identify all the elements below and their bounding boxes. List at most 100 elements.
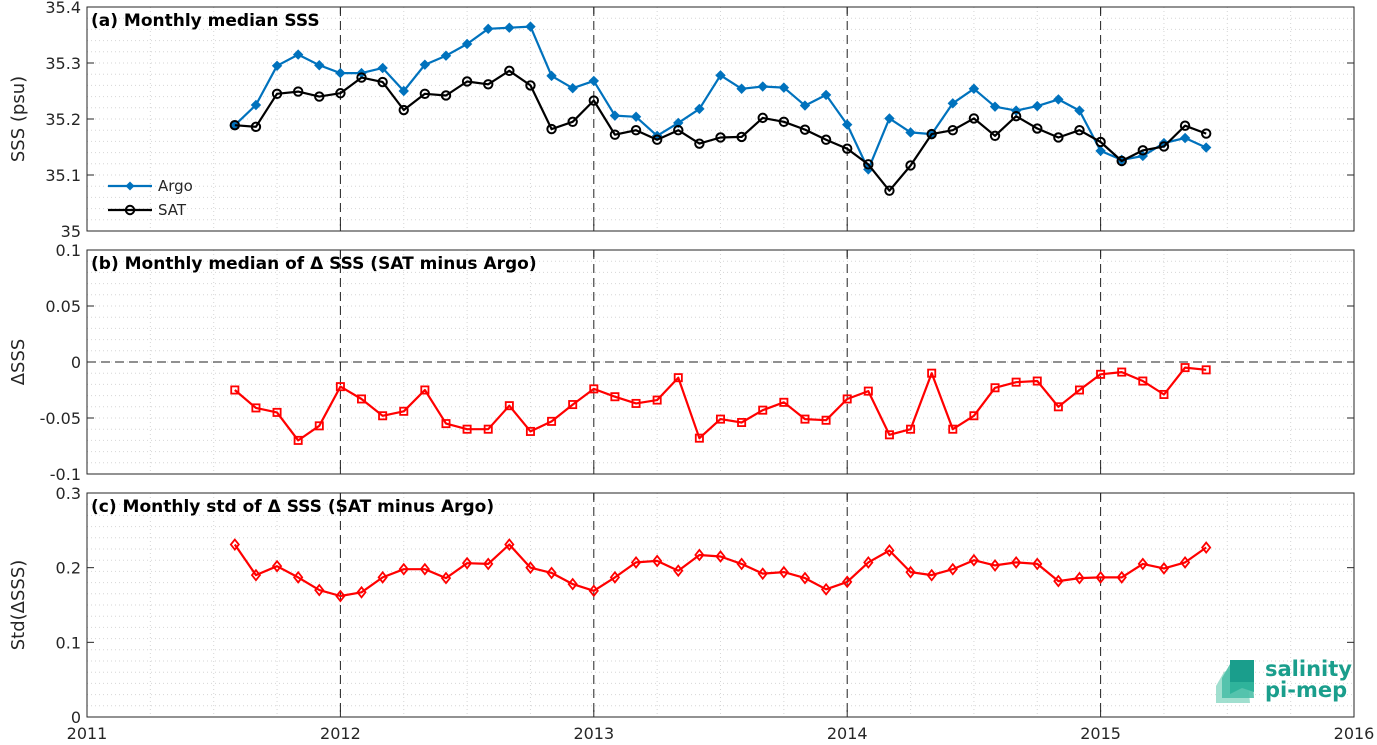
legend-marker bbox=[125, 181, 135, 191]
data-point bbox=[1053, 132, 1064, 143]
data-point bbox=[799, 100, 811, 111]
data-point bbox=[440, 50, 452, 61]
data-point bbox=[504, 22, 515, 33]
data-point bbox=[251, 403, 261, 413]
data-point bbox=[398, 104, 409, 116]
data-point bbox=[1074, 125, 1085, 136]
data-point bbox=[842, 575, 853, 589]
panel-title: (c) Monthly std of Δ SSS (SAT minus Argo… bbox=[91, 497, 494, 517]
data-point bbox=[440, 571, 452, 585]
data-point bbox=[799, 571, 811, 585]
data-point bbox=[863, 159, 874, 170]
data-point bbox=[440, 90, 452, 101]
data-point bbox=[525, 80, 536, 91]
data-point bbox=[673, 125, 684, 136]
data-point bbox=[842, 143, 853, 154]
data-point bbox=[1179, 132, 1191, 144]
x-tick-label: 2012 bbox=[320, 724, 361, 743]
data-point bbox=[356, 585, 367, 599]
data-point bbox=[778, 565, 790, 579]
data-point bbox=[800, 414, 810, 424]
y-axis-label: Std(ΔSSS) bbox=[8, 560, 29, 651]
data-point bbox=[462, 424, 472, 434]
data-point bbox=[651, 554, 663, 568]
y-tick-label: 35 bbox=[61, 222, 81, 241]
data-point bbox=[292, 86, 304, 97]
x-tick-label: 2011 bbox=[67, 724, 108, 743]
data-point bbox=[926, 128, 937, 140]
data-point bbox=[947, 98, 958, 109]
data-point bbox=[1200, 142, 1212, 153]
data-point bbox=[546, 566, 557, 580]
data-point bbox=[483, 23, 494, 35]
data-point bbox=[568, 400, 578, 410]
data-point bbox=[419, 562, 431, 576]
data-point bbox=[483, 79, 494, 90]
data-point bbox=[419, 59, 431, 70]
data-point bbox=[1010, 555, 1022, 569]
data-point bbox=[1116, 155, 1127, 167]
data-point bbox=[884, 544, 895, 557]
data-point bbox=[779, 397, 789, 407]
data-point bbox=[715, 132, 726, 143]
data-point bbox=[292, 49, 304, 60]
data-point bbox=[820, 89, 832, 101]
data-point bbox=[461, 556, 473, 570]
data-point bbox=[1138, 376, 1148, 386]
data-point bbox=[272, 407, 282, 417]
data-point bbox=[757, 112, 768, 124]
data-point bbox=[567, 82, 578, 94]
data-point bbox=[630, 555, 642, 569]
data-point bbox=[293, 435, 303, 445]
data-point bbox=[525, 426, 535, 436]
data-point bbox=[589, 384, 599, 394]
data-point bbox=[757, 81, 768, 92]
x-tick-label: 2013 bbox=[573, 724, 614, 743]
y-tick-label: 0.1 bbox=[56, 633, 81, 652]
data-point bbox=[314, 421, 324, 431]
salinity-pi-mep-logo: salinity pi-mep bbox=[1216, 657, 1352, 703]
data-point bbox=[820, 134, 832, 145]
y-tick-label: 0.2 bbox=[56, 559, 81, 578]
y-tick-label: -0.1 bbox=[50, 465, 81, 484]
data-point bbox=[926, 568, 937, 582]
y-tick-label: 35.3 bbox=[45, 54, 81, 73]
data-point bbox=[799, 124, 811, 135]
logo-line2: pi-mep bbox=[1265, 678, 1347, 702]
data-point bbox=[357, 394, 367, 404]
data-point bbox=[335, 382, 345, 392]
data-point bbox=[651, 134, 663, 145]
y-tick-label: 0 bbox=[71, 353, 81, 372]
data-point bbox=[250, 99, 262, 111]
data-point bbox=[1010, 111, 1022, 122]
data-point bbox=[947, 562, 958, 576]
y-tick-label: 0.05 bbox=[45, 297, 81, 316]
logo-line1: salinity bbox=[1265, 657, 1352, 681]
data-point bbox=[1074, 571, 1085, 585]
data-point bbox=[398, 562, 409, 576]
data-point bbox=[483, 424, 493, 434]
data-point bbox=[905, 565, 916, 579]
data-point bbox=[293, 570, 304, 584]
data-point bbox=[398, 85, 409, 97]
data-point bbox=[419, 88, 431, 100]
data-point bbox=[906, 424, 916, 434]
data-point bbox=[1095, 145, 1106, 157]
data-point bbox=[1074, 385, 1084, 395]
series-line-delta bbox=[234, 366, 1207, 442]
y-tick-label: 0 bbox=[71, 708, 81, 727]
data-point bbox=[715, 550, 726, 563]
data-point bbox=[229, 538, 240, 551]
data-point bbox=[694, 433, 704, 443]
x-tick-label: 2016 bbox=[1334, 724, 1375, 743]
data-point bbox=[1096, 369, 1106, 379]
data-point bbox=[547, 416, 557, 426]
data-point bbox=[250, 568, 262, 582]
data-point bbox=[483, 557, 494, 571]
data-point bbox=[630, 125, 642, 136]
data-point bbox=[567, 116, 578, 128]
data-point bbox=[1074, 105, 1085, 116]
y-tick-label: 0.1 bbox=[56, 241, 81, 260]
data-point bbox=[1032, 376, 1042, 386]
